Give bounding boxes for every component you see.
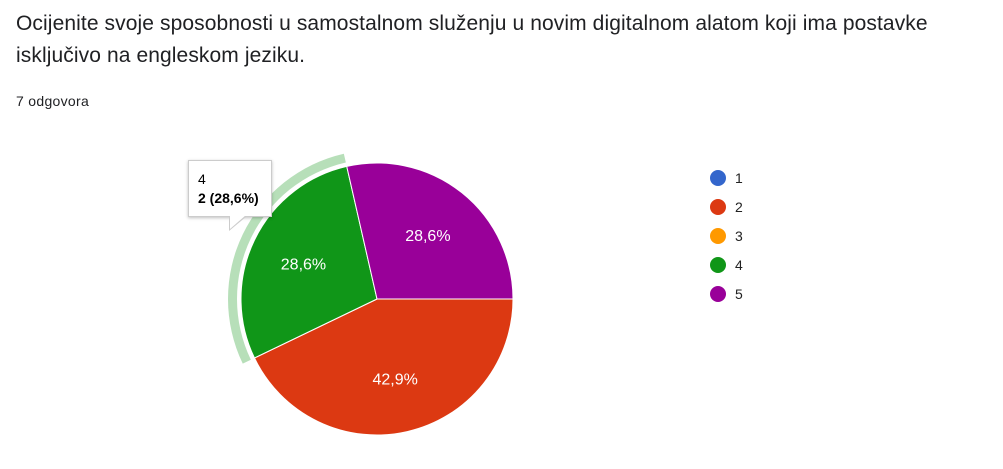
legend-item-3[interactable]: 3	[710, 221, 743, 250]
tooltip-pointer	[229, 215, 247, 231]
legend-label-4: 4	[735, 256, 743, 273]
legend-item-1[interactable]: 1	[710, 163, 743, 192]
pie-slice-label-2: 42,9%	[372, 372, 417, 389]
legend-swatch-3	[710, 227, 726, 244]
pie-slice-highlight-4	[228, 153, 346, 364]
pie-slice-label-5: 28,6%	[405, 228, 450, 245]
pie-slice-4[interactable]	[240, 165, 378, 359]
legend-item-4[interactable]: 4	[710, 250, 743, 279]
legend-item-5[interactable]: 5	[710, 279, 743, 308]
tooltip-category: 4	[198, 171, 206, 187]
chart-tooltip: 4 2 (28,6%)	[188, 160, 272, 231]
legend-label-3: 3	[735, 227, 743, 244]
question-title: Ocijenite svoje sposobnosti u samostalno…	[16, 12, 928, 67]
legend-swatch-1	[710, 169, 726, 186]
legend-label-1: 1	[735, 169, 743, 186]
tooltip-value: 2 (28,6%)	[198, 190, 259, 206]
legend-label-2: 2	[735, 198, 743, 215]
pie-slice-2[interactable]	[253, 298, 514, 436]
legend-swatch-5	[710, 285, 726, 302]
legend-item-2[interactable]: 2	[710, 192, 743, 221]
legend-swatch-2	[710, 198, 726, 215]
legend-swatch-4	[710, 256, 726, 273]
pie-slice-5[interactable]	[346, 162, 514, 300]
response-count: 7 odgovora	[16, 93, 90, 109]
pie-slice-label-4: 28,6%	[281, 257, 326, 274]
legend-label-5: 5	[735, 285, 743, 302]
chart-legend: 1 2 3 4 5	[710, 163, 743, 308]
